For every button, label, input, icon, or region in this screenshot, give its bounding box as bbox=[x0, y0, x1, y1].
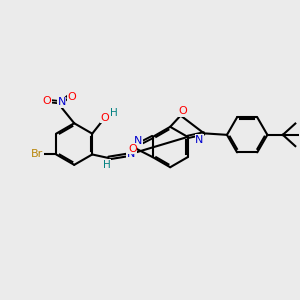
Text: N: N bbox=[195, 135, 204, 145]
Text: O: O bbox=[43, 96, 51, 106]
Text: O: O bbox=[68, 92, 76, 101]
Text: H: H bbox=[110, 108, 118, 118]
Text: O: O bbox=[100, 113, 109, 123]
Text: Br: Br bbox=[31, 149, 43, 160]
Text: N: N bbox=[134, 136, 142, 146]
Text: O: O bbox=[128, 144, 137, 154]
Text: H: H bbox=[103, 160, 111, 170]
Text: O: O bbox=[178, 106, 188, 116]
Text: N: N bbox=[127, 149, 135, 159]
Text: N: N bbox=[127, 149, 135, 159]
Text: N: N bbox=[58, 98, 66, 107]
